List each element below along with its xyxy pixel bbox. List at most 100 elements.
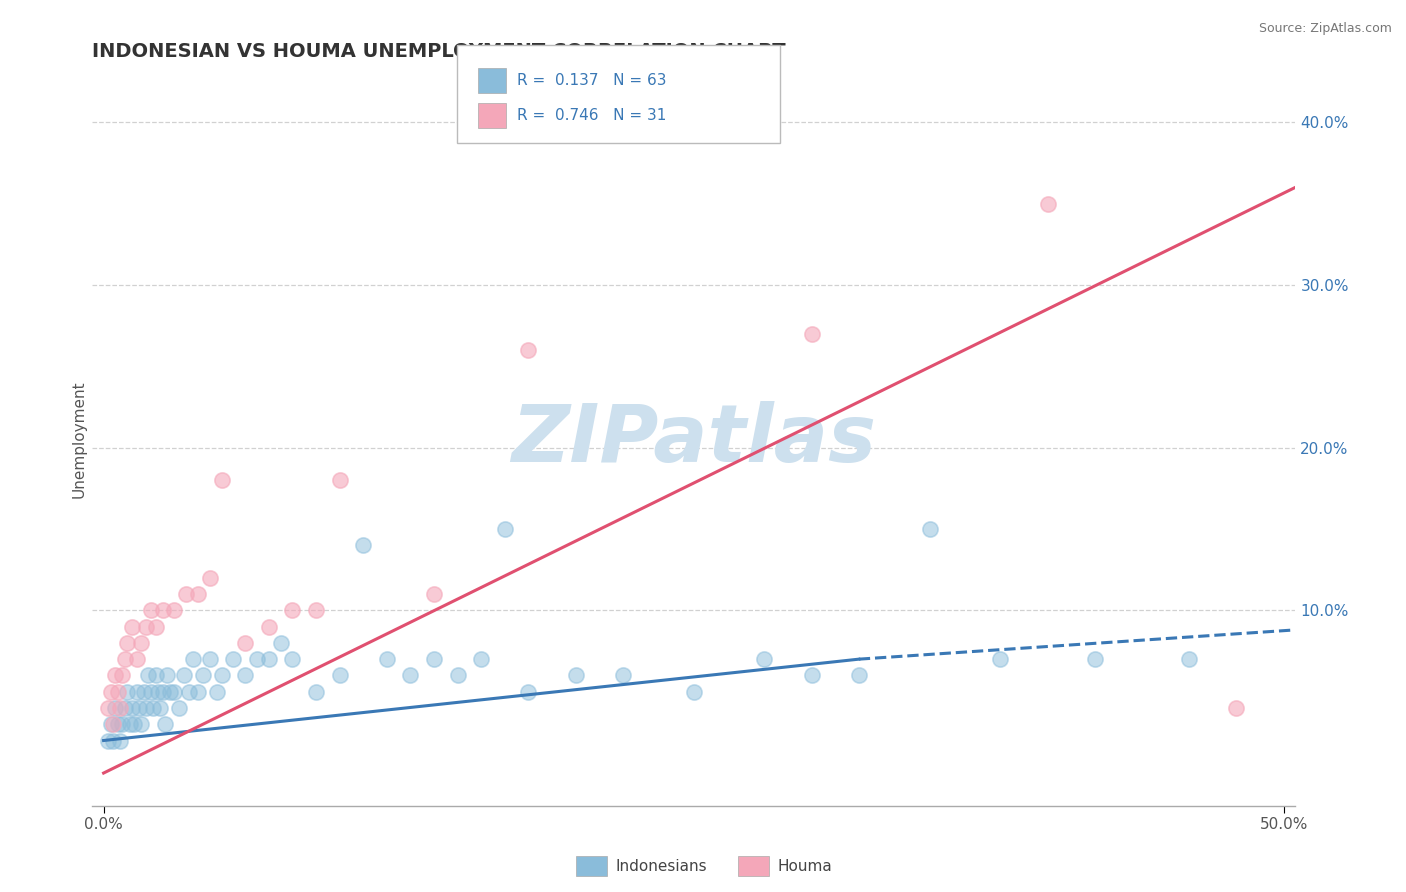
Point: [97, 701, 120, 715]
Point: [187, 684, 209, 698]
Point: [918, 522, 941, 536]
Point: [118, 717, 141, 731]
Point: [108, 733, 131, 747]
Point: [470, 652, 492, 666]
Point: [233, 668, 256, 682]
Point: [104, 668, 127, 682]
Point: [281, 603, 304, 617]
Point: [111, 668, 134, 682]
Point: [121, 701, 143, 715]
Point: [352, 538, 374, 552]
Point: [97, 733, 120, 747]
Point: [101, 717, 124, 731]
Point: [211, 668, 233, 682]
Point: [142, 701, 165, 715]
Point: [138, 668, 160, 682]
Point: [114, 701, 136, 715]
Point: [108, 701, 131, 715]
Point: [612, 668, 634, 682]
Point: [211, 473, 233, 487]
Text: Indonesians: Indonesians: [616, 859, 707, 873]
Point: [564, 668, 586, 682]
Point: [1036, 196, 1059, 211]
Text: R =  0.746   N = 31: R = 0.746 N = 31: [517, 109, 666, 123]
Point: [146, 684, 169, 698]
Point: [128, 701, 150, 715]
Point: [233, 636, 256, 650]
Text: Houma: Houma: [778, 859, 832, 873]
Point: [152, 684, 174, 698]
Point: [1178, 652, 1201, 666]
Point: [329, 473, 352, 487]
Point: [121, 619, 143, 633]
Point: [153, 717, 176, 731]
Point: [163, 684, 186, 698]
Point: [257, 652, 280, 666]
Text: INDONESIAN VS HOUMA UNEMPLOYMENT CORRELATION CHART: INDONESIAN VS HOUMA UNEMPLOYMENT CORRELA…: [91, 42, 786, 61]
Point: [135, 619, 157, 633]
Point: [173, 668, 195, 682]
Point: [156, 668, 179, 682]
Point: [115, 684, 138, 698]
Point: [107, 684, 129, 698]
Point: [1084, 652, 1107, 666]
Point: [517, 343, 540, 357]
Point: [145, 668, 167, 682]
Point: [159, 684, 181, 698]
Point: [494, 522, 516, 536]
Text: ZIPatlas: ZIPatlas: [512, 401, 876, 478]
Point: [111, 717, 134, 731]
Point: [181, 652, 204, 666]
Point: [329, 668, 352, 682]
Point: [107, 717, 129, 731]
Point: [167, 701, 190, 715]
Point: [187, 587, 209, 601]
Point: [399, 668, 422, 682]
Point: [115, 636, 138, 650]
Point: [100, 684, 122, 698]
Point: [104, 701, 127, 715]
Point: [198, 652, 221, 666]
Point: [177, 684, 200, 698]
Point: [124, 717, 146, 731]
Point: [446, 668, 468, 682]
Text: Source: ZipAtlas.com: Source: ZipAtlas.com: [1258, 22, 1392, 36]
Point: [152, 603, 174, 617]
Point: [800, 668, 823, 682]
Point: [281, 652, 304, 666]
Point: [149, 701, 172, 715]
Point: [125, 652, 148, 666]
Point: [800, 326, 823, 341]
Point: [125, 684, 148, 698]
Point: [100, 717, 122, 731]
Point: [754, 652, 776, 666]
Point: [191, 668, 214, 682]
Point: [848, 668, 870, 682]
Point: [222, 652, 245, 666]
Point: [257, 619, 280, 633]
Point: [246, 652, 269, 666]
Point: [163, 603, 186, 617]
Point: [114, 652, 136, 666]
Point: [132, 684, 155, 698]
Point: [682, 684, 704, 698]
Point: [423, 652, 446, 666]
Point: [101, 733, 124, 747]
Point: [139, 603, 162, 617]
Point: [375, 652, 398, 666]
Point: [145, 619, 167, 633]
Point: [131, 717, 153, 731]
Point: [270, 636, 292, 650]
Point: [205, 684, 228, 698]
Text: R =  0.137   N = 63: R = 0.137 N = 63: [517, 73, 666, 87]
Point: [139, 684, 162, 698]
Point: [198, 571, 221, 585]
Point: [517, 684, 540, 698]
Point: [305, 684, 328, 698]
Point: [174, 587, 197, 601]
Point: [1225, 701, 1247, 715]
Point: [990, 652, 1012, 666]
Y-axis label: Unemployment: Unemployment: [72, 381, 86, 499]
Point: [131, 636, 153, 650]
Point: [135, 701, 157, 715]
